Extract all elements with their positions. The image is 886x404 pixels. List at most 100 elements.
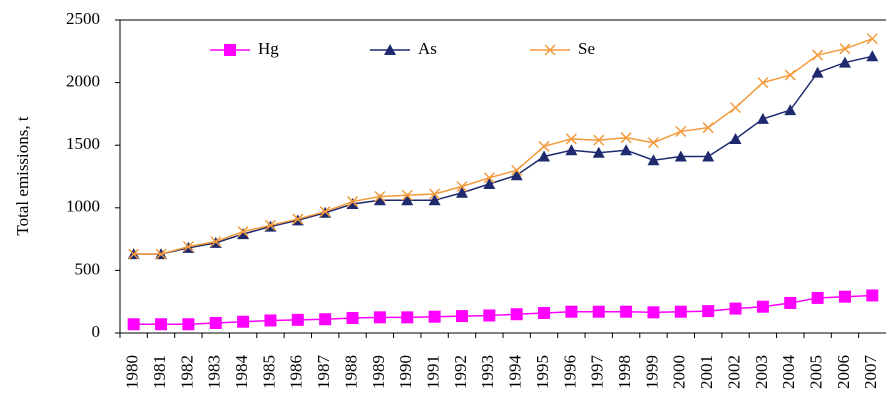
y-tick-label: 1500 (66, 134, 100, 153)
marker (510, 308, 523, 321)
marker (182, 241, 194, 253)
x-tick-label: 1981 (150, 355, 169, 389)
marker (319, 206, 331, 218)
marker (647, 154, 660, 166)
marker (811, 291, 824, 304)
marker (784, 104, 797, 116)
y-tick-label: 0 (92, 322, 101, 341)
x-tick-label: 1982 (177, 355, 196, 389)
marker (593, 134, 605, 146)
marker (647, 137, 659, 149)
marker (647, 306, 660, 319)
marker (702, 305, 715, 318)
marker (128, 248, 140, 260)
marker (620, 305, 633, 318)
legend-label: Se (578, 39, 595, 58)
x-tick-label: 2001 (697, 355, 716, 389)
x-tick-label: 1993 (478, 355, 497, 389)
marker (291, 313, 304, 326)
marker (483, 178, 496, 190)
legend-marker (224, 44, 236, 56)
x-tick-label: 2002 (724, 355, 743, 389)
marker (374, 191, 386, 203)
marker (456, 180, 468, 193)
marker (675, 125, 687, 137)
x-tick-label: 1992 (451, 355, 470, 389)
marker (455, 310, 468, 323)
marker (127, 318, 140, 331)
marker (838, 290, 851, 303)
marker (319, 313, 332, 326)
marker (264, 219, 276, 231)
marker (538, 140, 550, 152)
x-tick-label: 1985 (259, 355, 278, 389)
marker (237, 228, 250, 240)
x-tick-label: 2007 (861, 355, 880, 390)
x-tick-label: 1996 (560, 355, 579, 389)
marker (264, 314, 277, 327)
marker (730, 102, 742, 114)
x-tick-label: 1990 (396, 355, 415, 389)
series-line (133, 38, 873, 255)
x-tick-label: 1994 (506, 355, 525, 390)
marker (510, 169, 523, 181)
legend-label: As (418, 39, 437, 58)
marker (401, 311, 414, 324)
marker (674, 305, 687, 318)
marker (347, 196, 359, 208)
x-tick-label: 1999 (642, 355, 661, 389)
x-tick-label: 1986 (287, 355, 306, 389)
marker (565, 305, 578, 318)
marker (565, 133, 577, 145)
marker (209, 316, 222, 329)
marker (155, 318, 168, 331)
x-tick-label: 1991 (424, 355, 443, 389)
marker (866, 289, 879, 302)
y-tick-label: 1000 (66, 197, 100, 216)
marker (866, 50, 879, 62)
marker (702, 122, 714, 134)
marker (812, 49, 824, 61)
series-line (133, 55, 873, 255)
marker (592, 146, 605, 158)
y-tick-label: 2000 (66, 72, 100, 91)
marker (155, 248, 167, 260)
x-tick-label: 1997 (588, 355, 607, 390)
x-tick-label: 2003 (752, 355, 771, 389)
marker (483, 172, 495, 184)
marker (511, 164, 523, 176)
x-tick-label: 2006 (834, 355, 853, 389)
marker (237, 315, 250, 328)
marker (784, 69, 796, 81)
x-tick-label: 1988 (341, 355, 360, 389)
x-tick-label: 1995 (533, 355, 552, 389)
marker (866, 33, 878, 45)
x-tick-label: 1983 (205, 355, 224, 389)
marker (838, 56, 851, 68)
x-tick-label: 1987 (314, 355, 333, 390)
marker (428, 194, 441, 206)
marker (346, 198, 359, 210)
x-tick-label: 2004 (779, 355, 798, 390)
legend-marker (544, 44, 556, 56)
marker (620, 132, 632, 144)
marker (620, 144, 633, 156)
x-tick-label: 1998 (615, 355, 634, 389)
marker (292, 213, 304, 225)
y-tick-label: 500 (75, 259, 101, 278)
marker (839, 43, 851, 55)
x-tick-label: 1989 (369, 355, 388, 389)
marker (729, 132, 742, 144)
x-tick-label: 1980 (123, 355, 142, 389)
marker (811, 66, 824, 78)
marker (702, 150, 715, 162)
marker (483, 309, 496, 322)
marker (756, 112, 769, 124)
marker (182, 318, 195, 331)
marker (592, 305, 605, 318)
marker (756, 300, 769, 313)
marker (346, 311, 359, 324)
marker (401, 189, 413, 201)
marker (210, 236, 222, 248)
x-tick-label: 1984 (232, 355, 251, 390)
